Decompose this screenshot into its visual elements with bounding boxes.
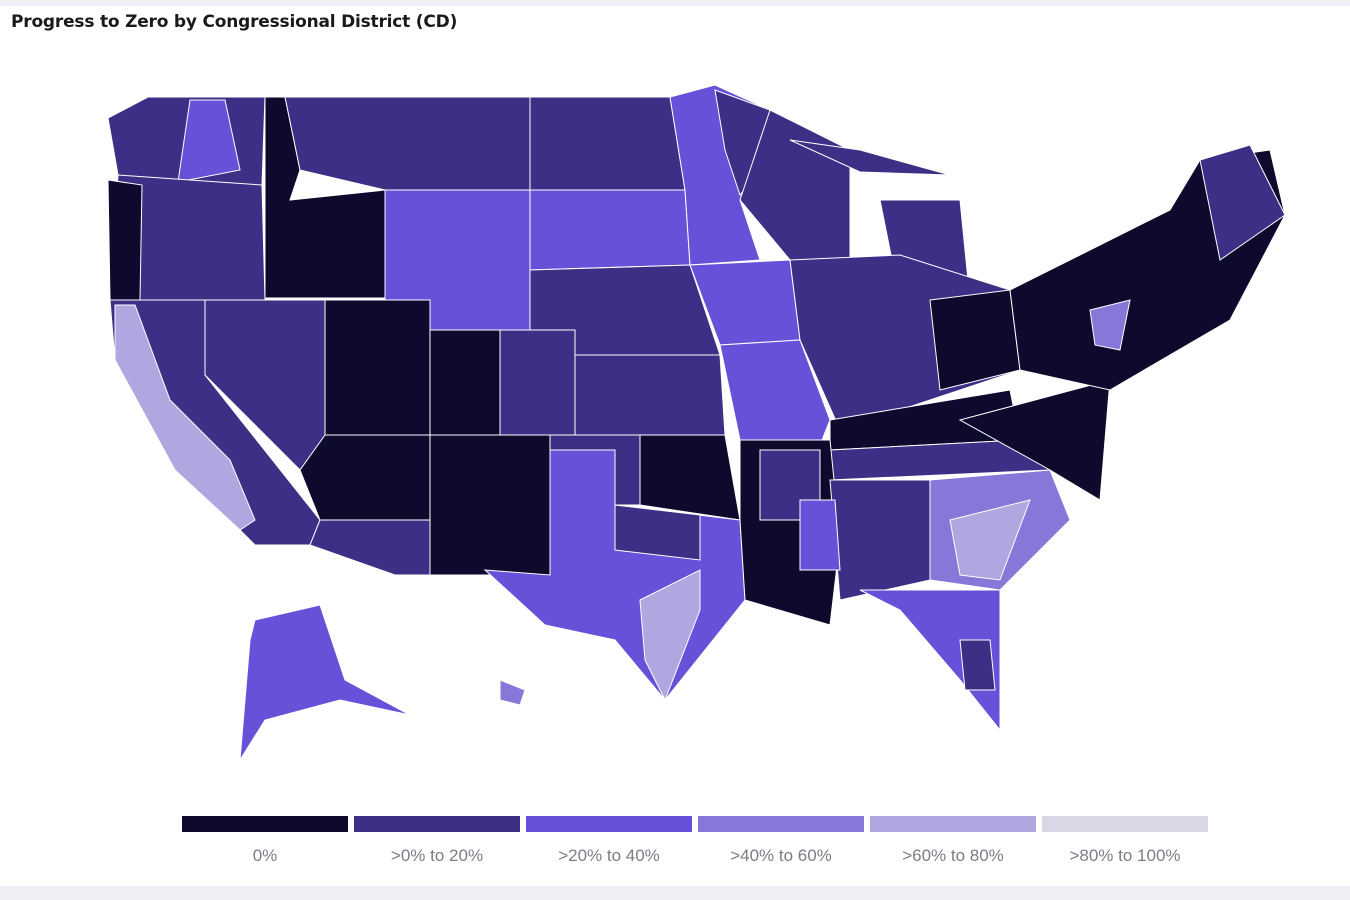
legend-label: >0% to 20% (390, 846, 484, 865)
region-south-dakota[interactable] (529, 189, 691, 271)
region-alaska[interactable] (239, 604, 411, 761)
region-montana[interactable] (284, 96, 531, 191)
region-mississippi[interactable] (799, 499, 841, 571)
region-utah[interactable] (324, 299, 431, 436)
region-north-dakota[interactable] (529, 96, 686, 191)
legend: 0% >0% to 20% >20% to 40% >40% to 60% >6… (182, 816, 1208, 866)
legend-label: >60% to 80% (902, 846, 1004, 865)
legend-item-2[interactable]: >20% to 40% (526, 816, 692, 866)
legend-item-1[interactable]: >0% to 20% (354, 816, 520, 866)
legend-label: >80% to 100% (1069, 846, 1181, 865)
legend-swatch (182, 816, 348, 832)
page-title: Progress to Zero by Congressional Distri… (11, 12, 458, 32)
region-texas-north[interactable] (614, 504, 701, 561)
region-missouri[interactable] (719, 339, 831, 446)
legend-label: >20% to 40% (558, 846, 660, 865)
region-arizona-north[interactable] (299, 434, 431, 521)
legend-swatch (1042, 816, 1208, 832)
region-kansas[interactable] (574, 354, 726, 436)
legend-swatch (870, 816, 1036, 832)
region-florida-central[interactable] (959, 639, 996, 691)
region-colorado-east[interactable] (499, 329, 576, 436)
region-arizona-south[interactable] (309, 519, 431, 576)
region-new-mexico[interactable] (429, 434, 551, 576)
footer-bar (0, 886, 1350, 900)
legend-label: >40% to 60% (730, 846, 832, 865)
legend-swatch (354, 816, 520, 832)
legend-swatch (698, 816, 864, 832)
region-colorado-west[interactable] (429, 329, 501, 436)
legend-item-5[interactable]: >80% to 100% (1042, 816, 1208, 866)
region-upper-michigan[interactable] (789, 139, 951, 176)
region-florida[interactable] (859, 589, 1001, 732)
region-georgia-coast[interactable] (949, 499, 1031, 581)
legend-swatch (526, 816, 692, 832)
region-hawaii[interactable] (499, 679, 526, 706)
region-new-jersey[interactable] (1089, 299, 1131, 351)
legend-item-0[interactable]: 0% (182, 816, 348, 866)
region-mississippi-alabama[interactable] (829, 479, 931, 601)
region-texas-coast[interactable] (639, 569, 701, 702)
region-maine[interactable] (1199, 144, 1286, 261)
legend-item-3[interactable]: >40% to 60% (698, 816, 864, 866)
region-california-coast[interactable] (114, 304, 256, 531)
legend-item-4[interactable]: >60% to 80% (870, 816, 1036, 866)
region-oregon-coast[interactable] (107, 179, 143, 301)
legend-label: 0% (252, 846, 278, 865)
region-oklahoma-east[interactable] (639, 434, 741, 521)
region-washington-east[interactable] (177, 99, 241, 183)
region-virginia-carolina[interactable] (958, 379, 1111, 501)
